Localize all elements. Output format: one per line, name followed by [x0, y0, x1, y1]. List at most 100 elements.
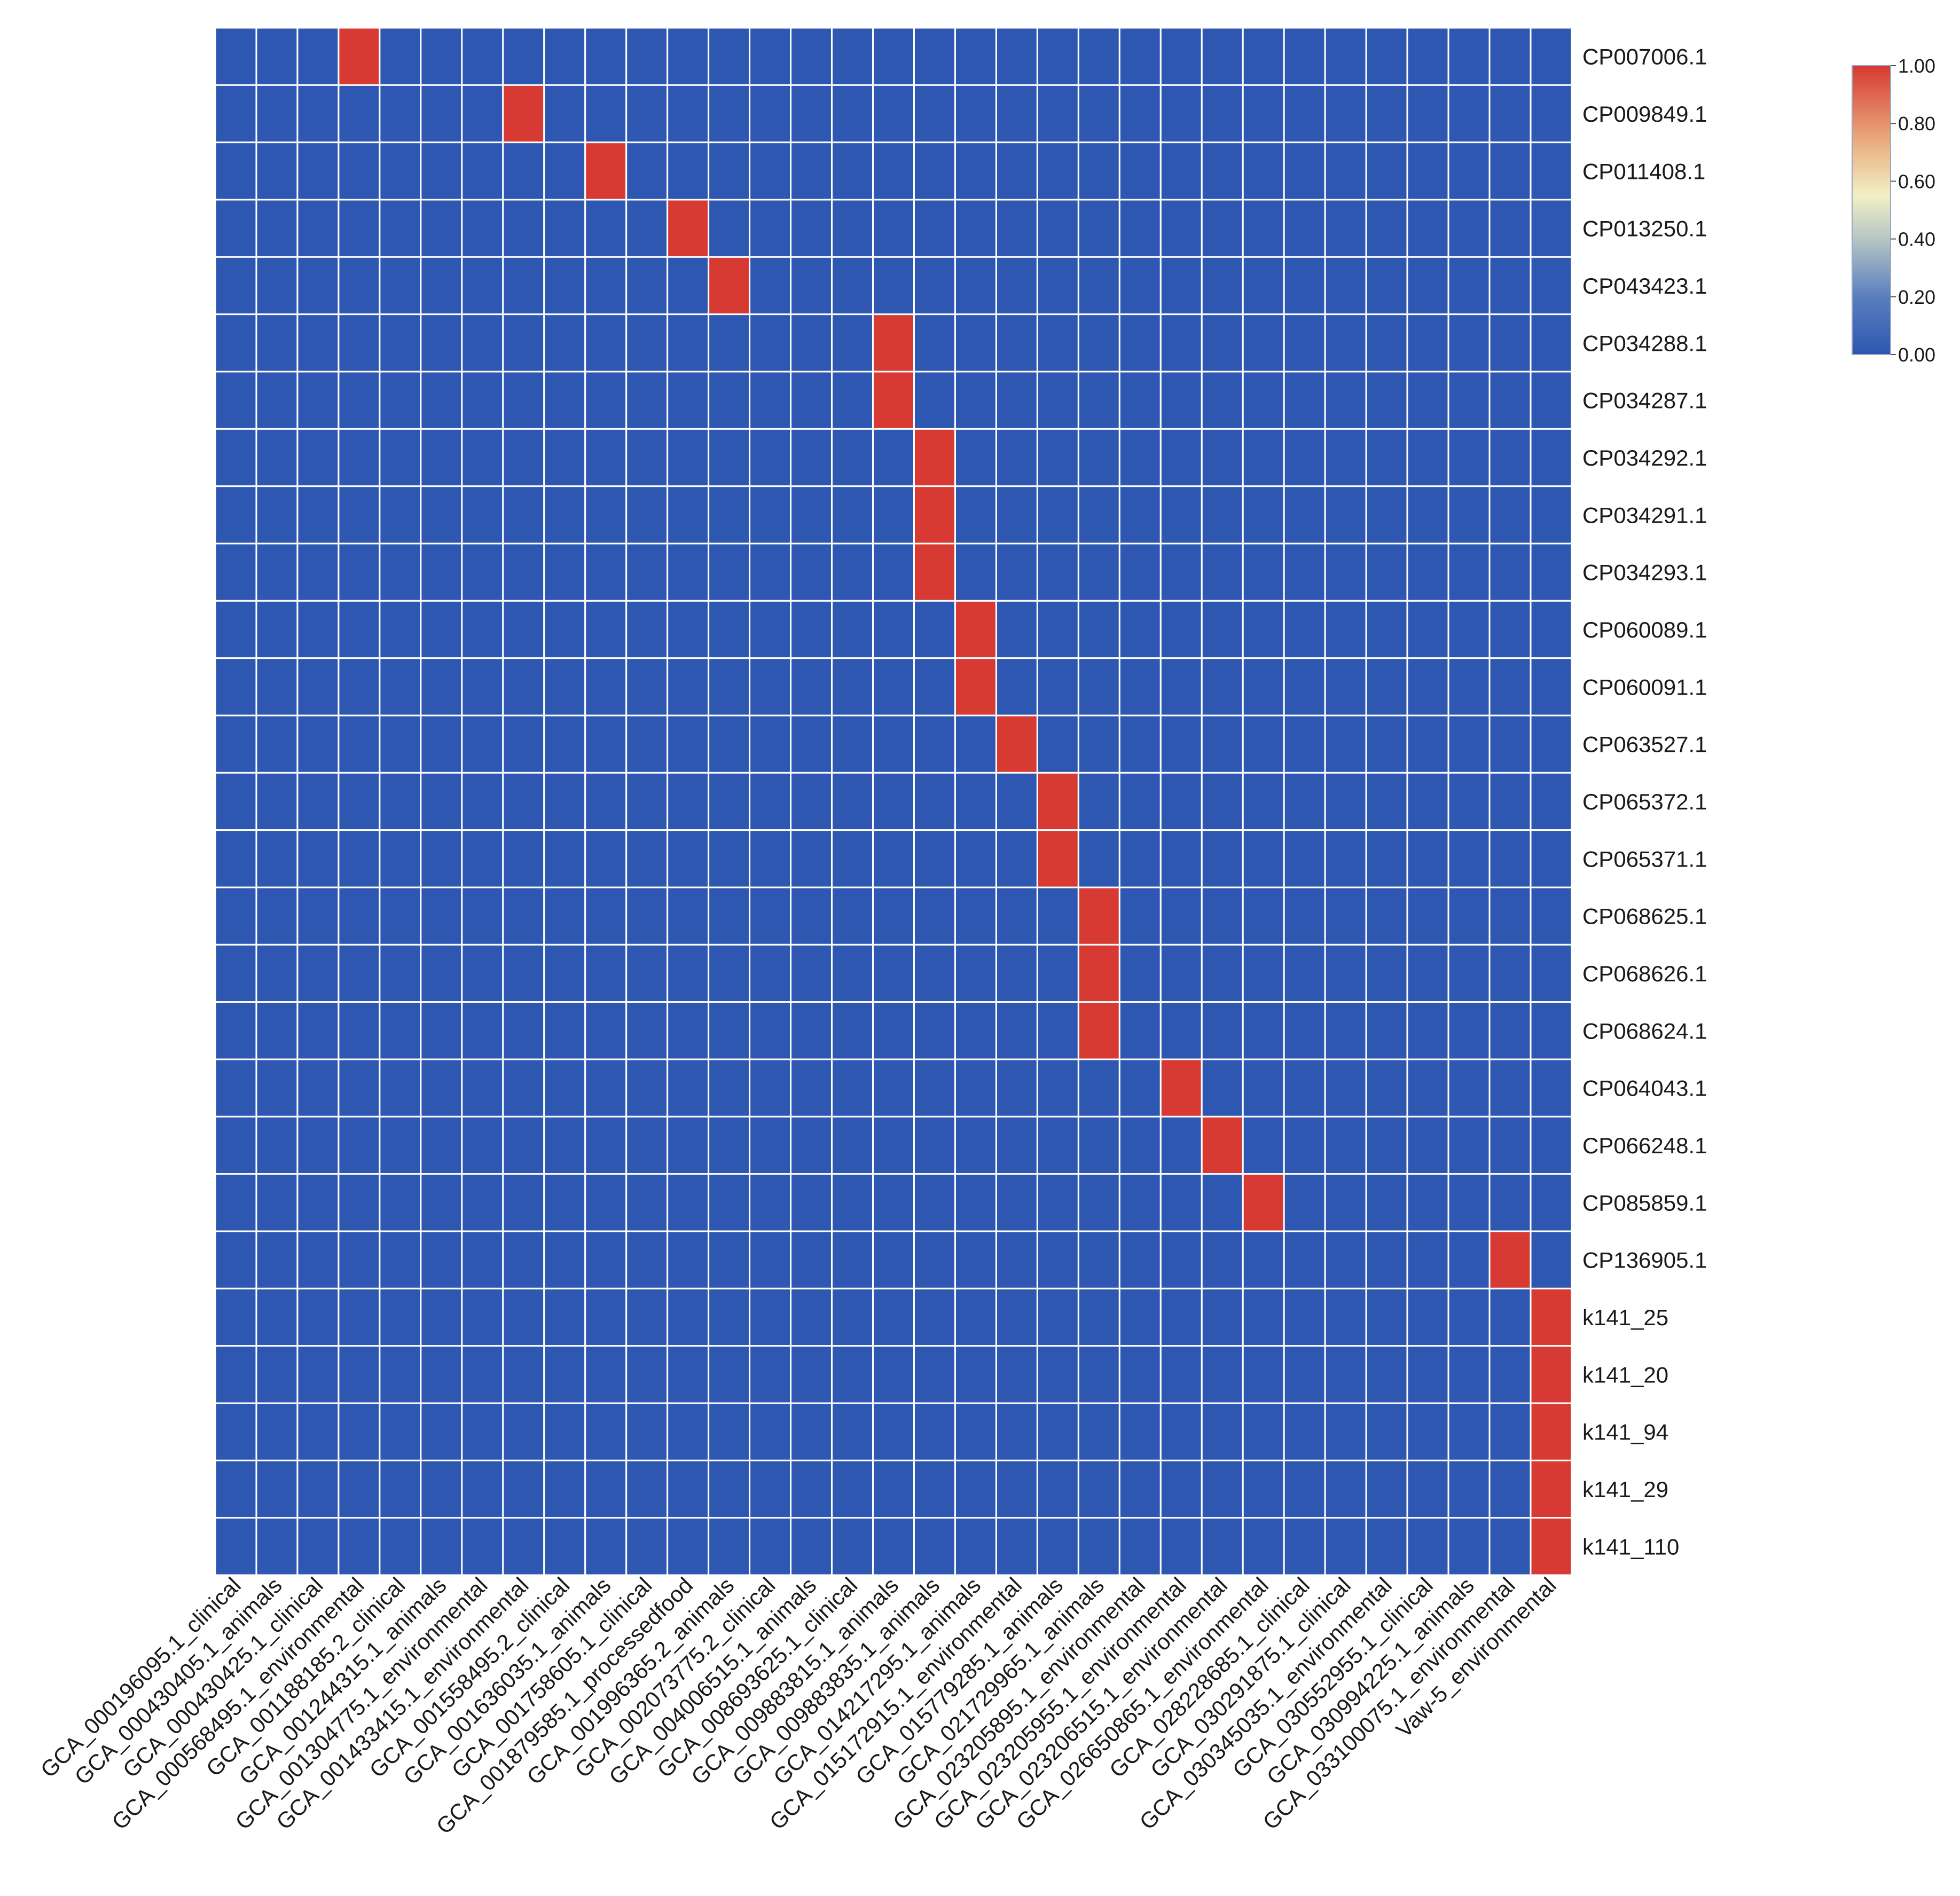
- heatmap-cell: [420, 84, 463, 144]
- heatmap-cell: [1530, 714, 1573, 774]
- heatmap-cell: [1242, 1517, 1285, 1576]
- heatmap-cell: [1447, 485, 1491, 545]
- heatmap-cell: [954, 1173, 997, 1232]
- row-label: CP034288.1: [1582, 331, 1707, 356]
- heatmap-cell: [255, 371, 299, 430]
- heatmap-cell: [502, 1230, 545, 1289]
- heatmap-cell: [1077, 1173, 1120, 1232]
- heatmap-cell: [379, 84, 422, 144]
- heatmap-cell: [1406, 829, 1449, 888]
- heatmap-cell: [1036, 1001, 1079, 1060]
- heatmap-cell: [1488, 1173, 1532, 1232]
- heatmap-cell: [584, 657, 628, 717]
- heatmap-cell: [1118, 829, 1162, 888]
- heatmap-cell: [625, 256, 669, 316]
- heatmap-cell: [214, 84, 257, 144]
- heatmap-cell: [1077, 772, 1120, 831]
- heatmap-cell: [379, 1230, 422, 1289]
- heatmap-cell: [420, 1058, 463, 1118]
- heatmap-cell: [1324, 1230, 1367, 1289]
- heatmap-cell: [1283, 943, 1326, 1003]
- heatmap-cell: [1488, 886, 1532, 946]
- heatmap-cell: [461, 829, 504, 888]
- heatmap-cell: [255, 714, 299, 774]
- heatmap-cell: [667, 141, 710, 201]
- heatmap-cell: [1077, 371, 1120, 430]
- heatmap-cell: [543, 1001, 586, 1060]
- heatmap-cell: [420, 1402, 463, 1461]
- heatmap-cell: [708, 256, 751, 316]
- heatmap-cell: [502, 1001, 545, 1060]
- heatmap-cell: [1201, 371, 1244, 430]
- heatmap-cell: [502, 714, 545, 774]
- heatmap-cell: [749, 313, 792, 373]
- heatmap-cell: [1406, 1001, 1449, 1060]
- row-label: CP007006.1: [1582, 44, 1707, 69]
- heatmap-cell: [995, 829, 1038, 888]
- heatmap-cell: [954, 313, 997, 373]
- row-label: CP034291.1: [1582, 502, 1707, 528]
- heatmap-cell: [255, 27, 299, 86]
- heatmap-cell: [1324, 542, 1367, 602]
- heatmap-cell: [708, 1345, 751, 1404]
- heatmap-cell: [1283, 1001, 1326, 1060]
- heatmap-cell: [625, 27, 669, 86]
- heatmap-cell: [913, 1287, 956, 1347]
- heatmap-cell: [338, 600, 381, 659]
- heatmap-cell: [1324, 657, 1367, 717]
- heatmap-cell: [954, 657, 997, 717]
- heatmap-cell: [1406, 1345, 1449, 1404]
- heatmap-cell: [1036, 84, 1079, 144]
- heatmap-cell: [625, 1115, 669, 1175]
- heatmap-cell: [831, 1402, 874, 1461]
- heatmap-cell: [995, 600, 1038, 659]
- heatmap-cell: [1406, 1402, 1449, 1461]
- heatmap-cell: [954, 1287, 997, 1347]
- heatmap-cell: [1118, 27, 1162, 86]
- heatmap-cell: [543, 1287, 586, 1347]
- heatmap-cell: [1201, 1230, 1244, 1289]
- heatmap-cell: [584, 600, 628, 659]
- heatmap-cell: [1242, 1115, 1285, 1175]
- heatmap-cell: [296, 886, 340, 946]
- heatmap-cell: [913, 1402, 956, 1461]
- heatmap-cell: [502, 313, 545, 373]
- heatmap-cell: [625, 199, 669, 258]
- row-label: k141_29: [1582, 1477, 1668, 1502]
- heatmap-cell: [1447, 84, 1491, 144]
- column-labels: GCA_000196095.1_clinicalGCA_000430405.1_…: [36, 1572, 1561, 1839]
- heatmap-cell: [584, 943, 628, 1003]
- row-label: CP068625.1: [1582, 904, 1707, 929]
- heatmap-cell: [1159, 1459, 1203, 1519]
- heatmap-cell: [790, 371, 833, 430]
- heatmap-cell: [543, 1115, 586, 1175]
- colorbar-tick-label: 1.00: [1898, 55, 1935, 77]
- heatmap-cell: [338, 829, 381, 888]
- heatmap-cell: [1036, 1402, 1079, 1461]
- heatmap-cell: [1324, 1058, 1367, 1118]
- heatmap-cell: [625, 1517, 669, 1576]
- heatmap-cell: [625, 1001, 669, 1060]
- heatmap-cell: [1036, 943, 1079, 1003]
- heatmap-cell: [667, 657, 710, 717]
- heatmap-cell: [667, 1058, 710, 1118]
- heatmap-cell: [995, 371, 1038, 430]
- heatmap-cell: [584, 428, 628, 487]
- heatmap-cell: [749, 1345, 792, 1404]
- heatmap-cell: [1159, 485, 1203, 545]
- heatmap-cell: [296, 1173, 340, 1232]
- heatmap-cell: [1036, 542, 1079, 602]
- heatmap-cell: [296, 1001, 340, 1060]
- heatmap-cell: [831, 1115, 874, 1175]
- heatmap-cell: [1242, 485, 1285, 545]
- heatmap-cell: [420, 1173, 463, 1232]
- heatmap-cell: [831, 542, 874, 602]
- heatmap-cell: [1488, 1115, 1532, 1175]
- heatmap-cell: [1365, 1115, 1408, 1175]
- heatmap-cell: [420, 772, 463, 831]
- heatmap-cell: [1077, 428, 1120, 487]
- heatmap-cell: [954, 141, 997, 201]
- heatmap-cell: [543, 371, 586, 430]
- heatmap-cell: [954, 1402, 997, 1461]
